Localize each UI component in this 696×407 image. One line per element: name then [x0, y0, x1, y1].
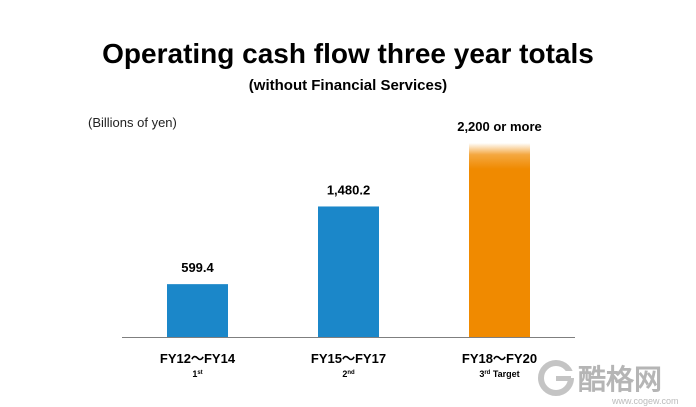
value-label-3: 2,200 or more — [457, 119, 542, 134]
bar-fade-3 — [469, 143, 530, 169]
bar-2 — [318, 206, 379, 337]
value-label-1: 599.4 — [181, 260, 214, 275]
chart-subtitle: (without Financial Services) — [248, 77, 448, 94]
bars-layer — [167, 143, 530, 337]
bar-1 — [167, 284, 228, 337]
labels-layer: 599.4 FY12～FY14 1st 1,480.2 FY15～FY17 2nd 2,20… — [160, 119, 542, 379]
category-label-3: FY18～FY20 — [462, 351, 537, 366]
watermark: 酷格网 www.cogew.com — [538, 360, 679, 406]
bar-3 — [469, 168, 530, 337]
ordinal-label-2: 2nd — [342, 369, 355, 379]
category-label-1: FY12～FY14 — [160, 351, 236, 366]
chart-title: Operating cash flow three year totals — [102, 38, 594, 69]
watermark-logo-icon — [538, 360, 574, 396]
ordinal-label-1: 1st — [192, 369, 202, 379]
unit-label: (Billions of yen) — [88, 115, 177, 130]
value-label-2: 1,480.2 — [327, 182, 370, 197]
ordinal-label-3: 3rd Target — [479, 369, 519, 379]
watermark-text: 酷格网 — [578, 364, 662, 395]
watermark-url: www.cogew.com — [611, 396, 679, 406]
category-label-2: FY15～FY17 — [311, 351, 386, 366]
